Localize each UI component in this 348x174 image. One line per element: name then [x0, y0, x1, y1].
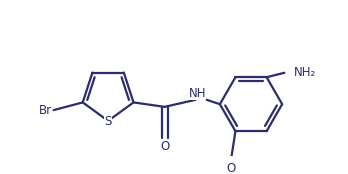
Text: S: S: [104, 115, 112, 128]
Text: O: O: [226, 162, 236, 174]
Text: Br: Br: [39, 104, 52, 117]
Text: O: O: [160, 140, 169, 153]
Text: NH: NH: [189, 87, 206, 100]
Text: NH₂: NH₂: [294, 66, 316, 79]
